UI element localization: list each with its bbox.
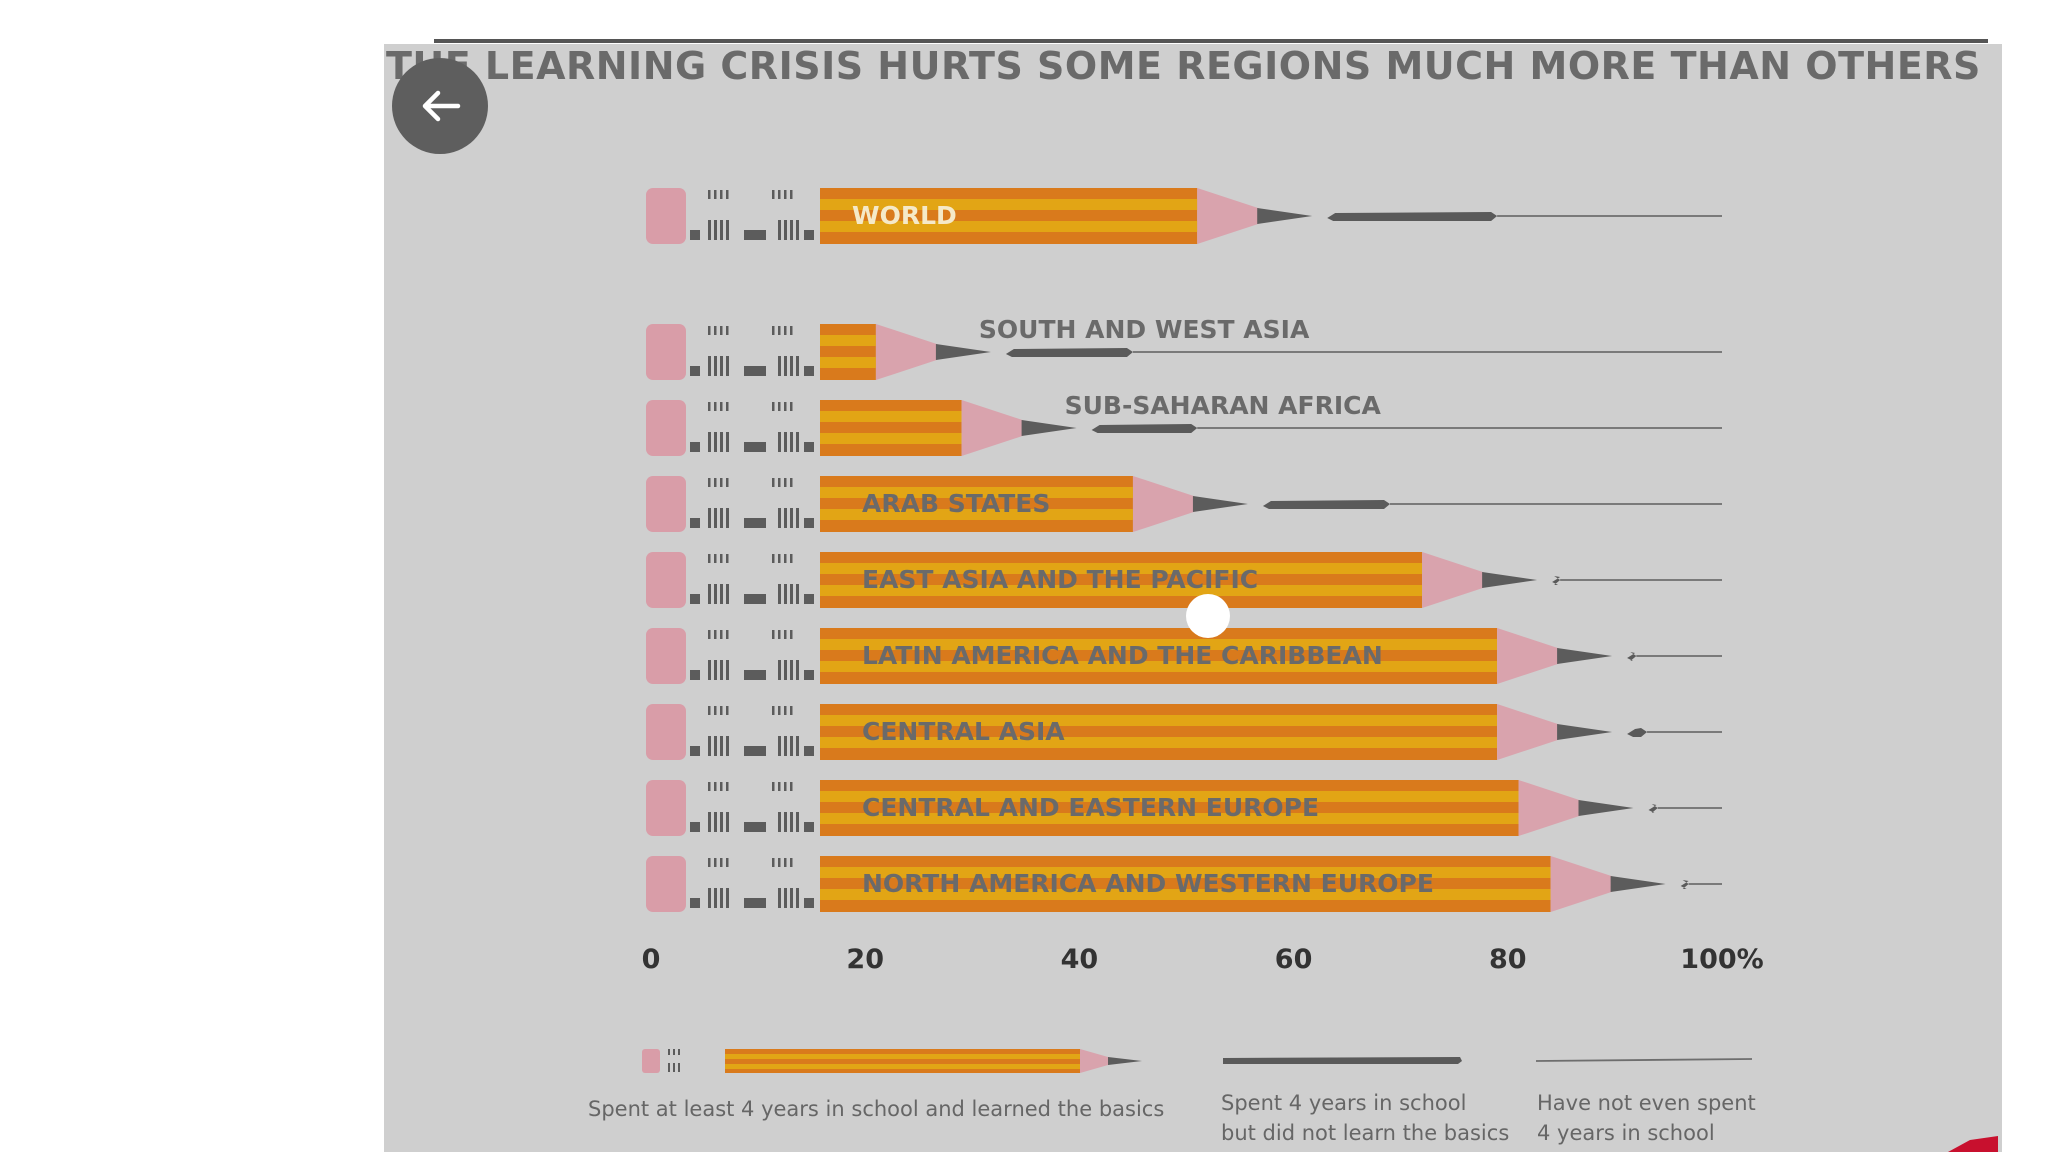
- pencil-lead: [1578, 800, 1634, 816]
- pencil-lead: [1557, 724, 1613, 740]
- tick-label: 60: [1275, 944, 1313, 975]
- pencil-row: LATIN AMERICA AND THE CARIBBEAN: [646, 628, 1722, 684]
- bar-learned-basics: [820, 476, 1133, 532]
- pencil-eraser: [646, 856, 686, 912]
- tick-label: 20: [846, 944, 884, 975]
- legend-tip: [1080, 1049, 1122, 1073]
- category-label: NORTH AMERICA AND WESTERN EUROPE: [862, 869, 1434, 898]
- pencil-eraser: [646, 780, 686, 836]
- category-label: CENTRAL ASIA: [862, 717, 1065, 746]
- category-label: SOUTH AND WEST ASIA: [979, 315, 1310, 344]
- category-label: CENTRAL AND EASTERN EUROPE: [862, 793, 1319, 822]
- bar-not-learned-basics: [1005, 348, 1133, 357]
- pencil-tip: [1518, 780, 1604, 836]
- legend-label-learned: Spent at least 4 years in school and lea…: [588, 1097, 1164, 1121]
- bar-learned-basics: [820, 552, 1423, 608]
- back-button[interactable]: [392, 58, 488, 154]
- pencil-row: CENTRAL ASIA: [646, 704, 1722, 760]
- legend-swatch-learned: [725, 1049, 1080, 1073]
- bar-learned-basics: [820, 628, 1498, 684]
- tick-label: 40: [1061, 944, 1099, 975]
- pencil-lead: [1192, 496, 1248, 512]
- category-label: WORLD: [852, 201, 957, 230]
- pencil-lead: [1021, 420, 1077, 436]
- pencil-tip: [1197, 188, 1283, 244]
- pencil-row: NORTH AMERICA AND WESTERN EUROPE: [646, 856, 1722, 912]
- pencil-lead: [1557, 648, 1613, 664]
- pencil-lead: [1610, 876, 1666, 892]
- pencil-tip: [961, 400, 1047, 456]
- touch-indicator-dot: [1186, 594, 1230, 638]
- bar-not-learned-basics: [1091, 424, 1198, 433]
- bar-not-learned-basics: [1680, 880, 1689, 889]
- pencil-eraser: [646, 704, 686, 760]
- pencil-eraser: [646, 476, 686, 532]
- tick-label: 0: [642, 944, 661, 975]
- bar-learned-basics: [820, 324, 876, 380]
- pencil-eraser: [646, 628, 686, 684]
- pencil-tip: [875, 324, 961, 380]
- pencil-eraser: [646, 188, 686, 244]
- pencil-row: ARAB STATES: [646, 476, 1722, 532]
- category-label: ARAB STATES: [862, 489, 1050, 518]
- bar-not-learned-basics: [1552, 576, 1561, 585]
- pencil-tip: [1497, 628, 1583, 684]
- tick-label: 100%: [1680, 944, 1763, 975]
- category-label: LATIN AMERICA AND THE CARIBBEAN: [862, 641, 1383, 670]
- top-divider-line: [434, 39, 1988, 43]
- pencil-row: CENTRAL AND EASTERN EUROPE: [646, 780, 1722, 836]
- legend-label-not-in-school: Have not even spent: [1537, 1091, 1756, 1115]
- pencil-tip: [1550, 856, 1636, 912]
- pencil-tip: [1422, 552, 1508, 608]
- legend-eraser: [642, 1049, 660, 1073]
- pencil-row: SUB-SAHARAN AFRICA: [646, 391, 1722, 456]
- legend-label-not-learned: Spent 4 years in school: [1221, 1091, 1466, 1115]
- bar-not-learned-basics: [1627, 652, 1637, 661]
- bar-not-learned-basics: [1627, 728, 1648, 737]
- bar-learned-basics: [820, 188, 1198, 244]
- bar-not-learned-basics: [1262, 500, 1390, 509]
- bar-learned-basics: [820, 704, 1498, 760]
- corner-brand-mark: [1948, 1136, 1998, 1152]
- pencil-lead: [935, 344, 991, 360]
- category-label: SUB-SAHARAN AFRICA: [1065, 391, 1382, 420]
- legend-label-not-in-school: 4 years in school: [1537, 1121, 1715, 1145]
- pencil-eraser: [646, 324, 686, 380]
- bar-learned-basics: [820, 780, 1519, 836]
- legend: Spent at least 4 years in school and lea…: [588, 1049, 1756, 1145]
- chart-title: THE LEARNING CRISIS HURTS SOME REGIONS M…: [386, 44, 1981, 88]
- pencil-row: WORLD: [646, 188, 1722, 244]
- pencil-row: EAST ASIA AND THE PACIFIC: [646, 552, 1722, 608]
- category-label: EAST ASIA AND THE PACIFIC: [862, 565, 1258, 594]
- legend-swatch-not-in-school: [1535, 1058, 1753, 1062]
- pencil-eraser: [646, 400, 686, 456]
- pencil-tip: [1497, 704, 1583, 760]
- legend-swatch-not-learned: [1223, 1057, 1462, 1064]
- pencil-lead: [1257, 208, 1313, 224]
- pencil-eraser: [646, 552, 686, 608]
- bar-not-learned-basics: [1327, 212, 1498, 221]
- bar-learned-basics: [820, 400, 962, 456]
- arrow-left-icon: [418, 84, 462, 128]
- pencil-row: SOUTH AND WEST ASIA: [646, 315, 1722, 380]
- pencil-tip: [1132, 476, 1218, 532]
- pencil-lead: [1482, 572, 1538, 588]
- tick-label: 80: [1489, 944, 1527, 975]
- legend-label-not-learned: but did not learn the basics: [1221, 1121, 1509, 1145]
- bar-learned-basics: [820, 856, 1551, 912]
- bar-not-learned-basics: [1648, 804, 1658, 813]
